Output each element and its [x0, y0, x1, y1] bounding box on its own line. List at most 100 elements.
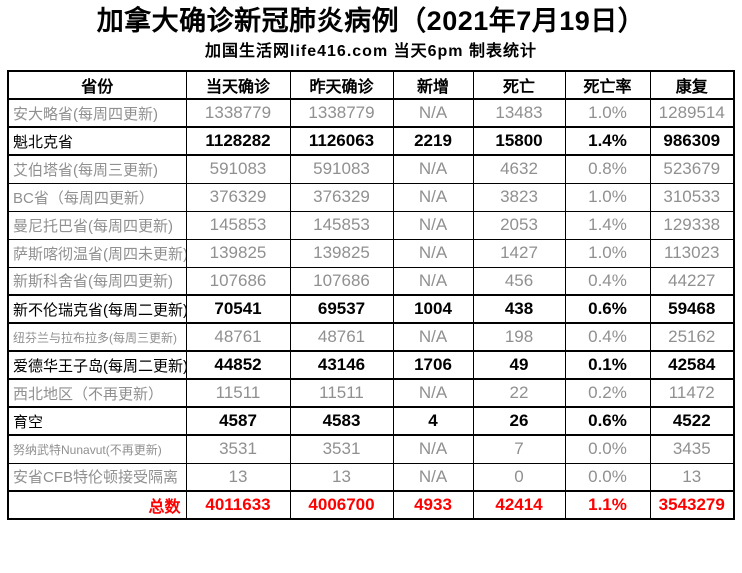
table-total-row-cell-today: 4011633: [185, 490, 291, 520]
table-row-13-cell-province: 安省CFB特伦顿接受隔离: [7, 462, 187, 492]
table-row-9-cell-today: 44852: [185, 350, 291, 380]
table-row-10-cell-death_rate: 0.2%: [564, 378, 651, 408]
table-row-0-cell-death_rate: 1.0%: [564, 98, 651, 128]
table-row-0-cell-yesterday: 1338779: [289, 98, 394, 128]
table-row-13-cell-recovered: 13: [649, 462, 735, 492]
table-total-row-cell-recovered: 3543279: [649, 490, 735, 520]
table-row-5-cell-deaths: 1427: [472, 238, 566, 268]
table-row-5-cell-death_rate: 1.0%: [564, 238, 651, 268]
table-row-9: 爱德华王子岛(每周二更新) 44852 43146 1706 49 0.1% 42584: [7, 350, 735, 380]
table-row-11-cell-province: 育空: [7, 406, 187, 436]
covid-report-page: 加拿大确诊新冠肺炎病例（2021年7月19日） 加国生活网life416.com…: [0, 3, 742, 573]
table-row-0-cell-today: 1338779: [185, 98, 291, 128]
table-row-1-cell-new: 2219: [392, 126, 474, 156]
table-row-4-cell-yesterday: 145853: [289, 210, 394, 240]
table-row-1-cell-yesterday: 1126063: [289, 126, 394, 156]
table-row-6-cell-province: 新斯科舍省(每周四更新): [7, 266, 187, 296]
column-header-today: 当天确诊: [185, 70, 291, 100]
table-row-5-cell-recovered: 113023: [649, 238, 735, 268]
table-row-2-cell-deaths: 4632: [472, 154, 566, 184]
table-row-7: 新不伦瑞克省(每周二更新) 70541 69537 1004 438 0.6% 59468: [7, 294, 735, 324]
table-total-row-cell-deaths: 42414: [472, 490, 566, 520]
table-row-7-cell-death_rate: 0.6%: [564, 294, 651, 324]
table-row-11-cell-today: 4587: [185, 406, 291, 436]
table-row-3-cell-deaths: 3823: [472, 182, 566, 212]
table-row-3-cell-new: N/A: [392, 182, 474, 212]
table-row-10-cell-yesterday: 11511: [289, 378, 394, 408]
covid-stats-table: 省份 当天确诊 昨天确诊 新增 死亡 死亡率 康复 安大略省(每周四更新) 1338779 13…: [7, 70, 735, 520]
table-row-7-cell-deaths: 438: [472, 294, 566, 324]
table-row-11-cell-new: 4: [392, 406, 474, 436]
table-row-12-cell-recovered: 3435: [649, 434, 735, 464]
table-row-2-cell-death_rate: 0.8%: [564, 154, 651, 184]
table-row-8: 纽芬兰与拉布拉多(每周三更新) 48761 48761 N/A 198 0.4% 25162: [7, 322, 735, 352]
table-row-11-cell-yesterday: 4583: [289, 406, 394, 436]
table-row-13-cell-new: N/A: [392, 462, 474, 492]
table-row-0-cell-deaths: 13483: [472, 98, 566, 128]
table-row-13-cell-deaths: 0: [472, 462, 566, 492]
table-row-3: BC省（每周四更新） 376329 376329 N/A 3823 1.0% 310533: [7, 182, 735, 212]
table-row-12-cell-yesterday: 3531: [289, 434, 394, 464]
page-title: 加拿大确诊新冠肺炎病例（2021年7月19日）: [96, 6, 646, 36]
table-row-1-cell-recovered: 986309: [649, 126, 735, 156]
table-row-1: 魁北克省 1128282 1126063 2219 15800 1.4% 986309: [7, 126, 735, 156]
table-row-12-cell-today: 3531: [185, 434, 291, 464]
column-header-yesterday: 昨天确诊: [289, 70, 394, 100]
table-row-8-cell-new: N/A: [392, 322, 474, 352]
table-row-3-cell-recovered: 310533: [649, 182, 735, 212]
table-header-row: 省份 当天确诊 昨天确诊 新增 死亡 死亡率 康复: [7, 70, 735, 100]
table-row-12: 努纳武特Nunavut(不再更新) 3531 3531 N/A 7 0.0% 3435: [7, 434, 735, 464]
table-row-6-cell-death_rate: 0.4%: [564, 266, 651, 296]
table-total-row-cell-new: 4933: [392, 490, 474, 520]
table-row-7-cell-today: 70541: [185, 294, 291, 324]
table-row-0: 安大略省(每周四更新) 1338779 1338779 N/A 13483 1.0% 128…: [7, 98, 735, 128]
table-row-9-cell-yesterday: 43146: [289, 350, 394, 380]
table-row-2-cell-today: 591083: [185, 154, 291, 184]
table-row-11-cell-death_rate: 0.6%: [564, 406, 651, 436]
table-row-13-cell-death_rate: 0.0%: [564, 462, 651, 492]
table-row-4: 曼尼托巴省(每周四更新) 145853 145853 N/A 2053 1.4% 12933…: [7, 210, 735, 240]
table-row-7-cell-new: 1004: [392, 294, 474, 324]
table-row-5-cell-province: 萨斯喀彻温省(周四未更新): [7, 238, 187, 268]
table-row-13-cell-yesterday: 13: [289, 462, 394, 492]
table-row-6-cell-recovered: 44227: [649, 266, 735, 296]
table-row-7-cell-yesterday: 69537: [289, 294, 394, 324]
table-row-9-cell-deaths: 49: [472, 350, 566, 380]
table-row-9-cell-new: 1706: [392, 350, 474, 380]
table-row-10-cell-deaths: 22: [472, 378, 566, 408]
table-row-0-cell-province: 安大略省(每周四更新): [7, 98, 187, 128]
table-row-8-cell-province: 纽芬兰与拉布拉多(每周三更新): [7, 322, 187, 352]
table-row-6-cell-today: 107686: [185, 266, 291, 296]
table-row-8-cell-recovered: 25162: [649, 322, 735, 352]
table-row-9-cell-province: 爱德华王子岛(每周二更新): [7, 350, 187, 380]
table-row-8-cell-death_rate: 0.4%: [564, 322, 651, 352]
table-row-13: 安省CFB特伦顿接受隔离 13 13 N/A 0 0.0% 13: [7, 462, 735, 492]
table-row-11-cell-recovered: 4522: [649, 406, 735, 436]
table-row-1-cell-today: 1128282: [185, 126, 291, 156]
table-total-row-cell-death_rate: 1.1%: [564, 490, 651, 520]
table-row-13-cell-today: 13: [185, 462, 291, 492]
table-row-12-cell-new: N/A: [392, 434, 474, 464]
table-row-1-cell-province: 魁北克省: [7, 126, 187, 156]
table-row-11-cell-deaths: 26: [472, 406, 566, 436]
table-row-4-cell-today: 145853: [185, 210, 291, 240]
table-row-3-cell-death_rate: 1.0%: [564, 182, 651, 212]
table-row-10-cell-today: 11511: [185, 378, 291, 408]
table-row-1-cell-deaths: 15800: [472, 126, 566, 156]
table-row-6-cell-new: N/A: [392, 266, 474, 296]
table-row-0-cell-new: N/A: [392, 98, 474, 128]
table-row-10-cell-new: N/A: [392, 378, 474, 408]
table-row-5: 萨斯喀彻温省(周四未更新) 139825 139825 N/A 1427 1.0% 1130…: [7, 238, 735, 268]
table-total-row: 总数 4011633 4006700 4933 42414 1.1% 3543279: [7, 490, 735, 520]
table-row-6: 新斯科舍省(每周四更新) 107686 107686 N/A 456 0.4% 44227: [7, 266, 735, 296]
table-row-10-cell-province: 西北地区（不再更新）: [7, 378, 187, 408]
table-row-1-cell-death_rate: 1.4%: [564, 126, 651, 156]
table-row-3-cell-province: BC省（每周四更新）: [7, 182, 187, 212]
table-row-3-cell-yesterday: 376329: [289, 182, 394, 212]
table-row-12-cell-deaths: 7: [472, 434, 566, 464]
table-row-4-cell-new: N/A: [392, 210, 474, 240]
column-header-new: 新增: [392, 70, 474, 100]
table-row-10: 西北地区（不再更新） 11511 11511 N/A 22 0.2% 11472: [7, 378, 735, 408]
table-row-2-cell-province: 艾伯塔省(每周三更新): [7, 154, 187, 184]
table-row-7-cell-recovered: 59468: [649, 294, 735, 324]
